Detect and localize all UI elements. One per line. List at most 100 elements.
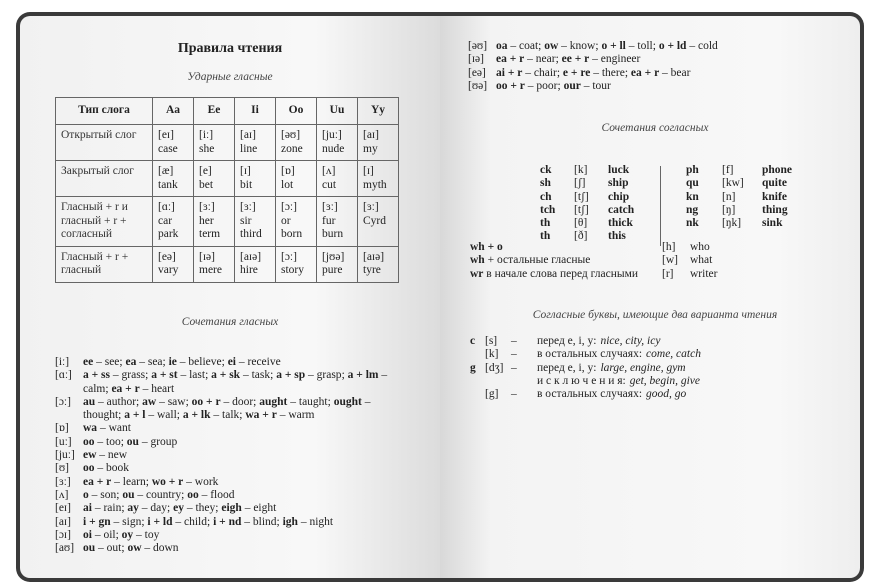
example-word: line [240,142,258,155]
transcription: [r] [662,267,674,280]
consonant-list-right: ph [f] phone qu [kw] quite kn [n] knife ng [ŋ] thin… [686,164,792,230]
example-word: vary [158,264,179,276]
transcription: [ŋk] [722,217,742,230]
section-title-stressed-vowels: Ударные гласные [187,71,273,83]
rule-text: перед e, i, y: [537,361,597,374]
transcription: [dʒ] [485,361,504,374]
transcription: [ɒ] [281,165,295,177]
table-cell: [ɔː] or born [275,196,317,247]
example-word: case [158,142,178,155]
list-item: sh [ʃ] ship [540,177,634,190]
column-header: Uu [316,97,358,125]
letter-combination: oo [83,462,95,475]
example-word: taught [298,395,328,408]
transcription: [ɔː] [281,250,297,263]
list-item: [ɪə] ea + r – near; ee + r – engineer [468,53,641,66]
list-item: c [s] – перед e, i, y: nice, city, icy [470,335,701,348]
letter-combination: ea + r [496,53,525,66]
example-word: mere [199,264,222,276]
transcription: [ɜː] [55,475,71,488]
transcription: [eə] [158,250,176,263]
example-word: bear [670,66,691,79]
example-word: quite [762,177,787,190]
example-word: lot [281,178,294,191]
letter-combination: ea + r [111,382,140,395]
letter-combination: o [83,488,89,501]
letter-combination: i + gn [83,515,111,528]
letter-combination: tch [540,203,556,216]
rule-text: + остальные гласные [484,254,591,267]
dash [511,375,537,388]
transcription: [k] [485,348,499,361]
list-item: qu [kw] quite [686,177,792,190]
list-item: wr в начале слова перед гласными [r] write… [470,268,717,281]
letter: g [470,361,476,374]
transcription: [eɪ] [55,502,71,515]
vowel-combination-list-continued: [əʊ] oa – coat; ow – know; o + ll – toll;… [468,40,818,93]
rule-text: перед e, i, y: [537,335,597,347]
transcription: [n] [722,190,736,203]
example-word: chair [533,66,557,79]
example-word: tank [158,178,178,191]
syllable-type: Открытый слог [55,124,153,161]
letter-combination: igh [282,515,298,528]
table-cell: [jʊə] pure [316,245,358,283]
page-title: Правила чтения [177,41,283,56]
letter-combination: qu [686,177,699,190]
letter-combination: ou [126,435,139,448]
example-word: story [281,264,304,276]
table-cell: [ɔː] story [275,245,317,283]
letter-combination: ea + r [630,66,660,79]
letter-combination: wr [470,267,484,280]
example-word: sir [240,214,252,227]
example-word: warm [288,409,315,422]
transcription: [əʊ] [281,129,301,141]
right-page: [əʊ] oa – coat; ow – know; o + ll – toll;… [440,16,860,578]
letter-combination: ee + r [561,53,590,66]
example-word: sign [122,515,142,528]
letter: c [470,335,476,347]
transcription: [aɪ] [55,515,71,528]
example-word: bit [240,178,253,191]
table-cell: [juː] nude [316,124,358,161]
table-header-row: Тип слога Aa Ee Ii Oo Uu Yy [55,97,399,125]
example-word: ship [608,177,629,190]
letter-combination: ow [544,40,559,52]
transcription: [tʃ] [574,190,589,203]
example-word: book [106,462,129,475]
example-word: thick [608,217,633,230]
example-word: rain [103,502,122,515]
example-word: talk [222,409,240,422]
example-word: day [150,502,168,515]
list-item: [ʊ] oo – book [55,462,129,475]
example-word: or [281,214,291,227]
letter-combination: wo + r [151,475,184,488]
example-word: tour [592,79,611,92]
list-item: tch [tʃ] catch [540,204,634,217]
example-word: term [199,228,221,240]
transcription: [ɪ] [240,165,251,177]
rule-text: и с к л ю ч е н и я: [537,374,626,387]
table-row: Гласный + r + гласный [eə] vary [ɪə] mere [aɪ… [55,245,399,283]
dash: – [511,388,517,401]
transcription: [s] [485,335,498,347]
letter-combination: wa + r [245,409,277,422]
letter-combination: ay [127,502,139,515]
example-word: bet [199,178,214,191]
letter-combination: ee [83,356,94,368]
letter-combination: th [540,217,551,230]
dash: – [511,335,517,347]
transcription: [ɜː] [199,201,215,213]
transcription: [jʊə] [322,250,345,263]
example-word: near [535,53,556,66]
letter-combination: aught [259,395,288,408]
column-header: Aa [152,97,194,125]
letter-combination: oa [496,40,508,52]
example-word: believe [188,356,222,368]
syllable-type-label: Гласный + r и гласный + r + согласный [61,201,128,240]
transcription: [ɔɪ] [55,528,71,541]
letter-combination: th [540,230,551,243]
example-word: writer [690,267,718,280]
example-word: grasp [316,369,342,382]
transcription: [eɪ] [158,129,174,141]
